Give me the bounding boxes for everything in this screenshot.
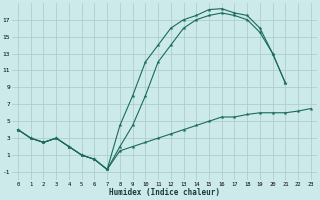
X-axis label: Humidex (Indice chaleur): Humidex (Indice chaleur) <box>109 188 220 197</box>
